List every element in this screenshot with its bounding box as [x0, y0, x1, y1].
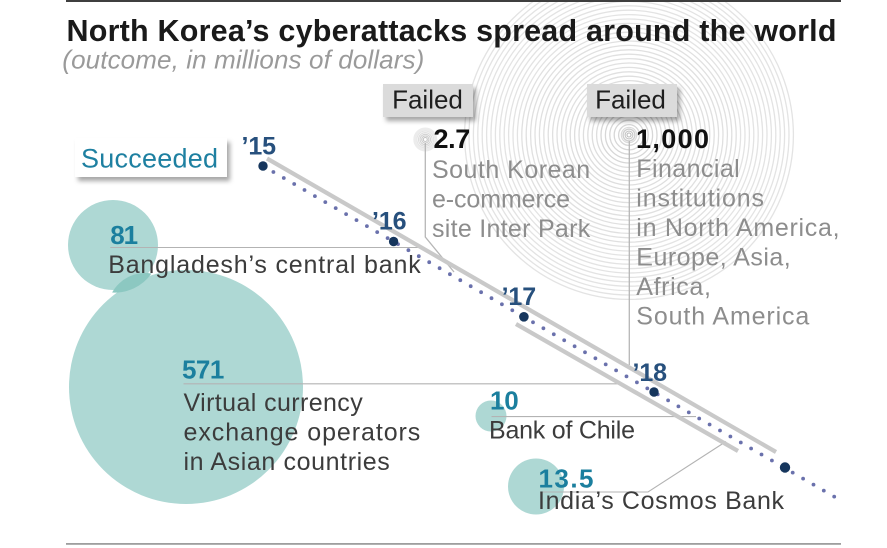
svg-text:(outcome, in millions of dolla: (outcome, in millions of dollars) [62, 45, 424, 75]
svg-text:e-commerce: e-commerce [432, 186, 570, 214]
svg-text:13.5: 13.5 [539, 464, 594, 494]
svg-text:exchange operators: exchange operators [184, 419, 421, 447]
svg-text:10: 10 [490, 385, 519, 415]
svg-text:Failed: Failed [595, 85, 666, 115]
svg-text:81: 81 [110, 220, 138, 250]
svg-text:2.7: 2.7 [434, 124, 471, 154]
svg-text:’15: ’15 [242, 133, 277, 161]
svg-text:Virtual currency: Virtual currency [184, 389, 364, 417]
svg-text:Succeeded: Succeeded [81, 143, 218, 173]
svg-text:Failed: Failed [392, 85, 463, 115]
svg-text:Africa,: Africa, [636, 273, 711, 301]
svg-text:South Korean: South Korean [432, 156, 590, 184]
svg-text:in North America,: in North America, [636, 214, 839, 242]
svg-text:Europe, Asia,: Europe, Asia, [636, 244, 790, 272]
svg-text:Bank of Chile: Bank of Chile [489, 417, 635, 445]
svg-text:Financial: Financial [636, 155, 739, 183]
svg-text:North Korea’s cyberattacks spr: North Korea’s cyberattacks spread around… [67, 14, 837, 48]
svg-text:South America: South America [636, 303, 809, 331]
svg-text:’17: ’17 [502, 283, 536, 311]
svg-text:site Inter Park: site Inter Park [432, 215, 591, 243]
svg-text:Bangladesh’s central bank: Bangladesh’s central bank [108, 251, 421, 279]
svg-text:’18: ’18 [633, 359, 668, 387]
svg-text:institutions: institutions [636, 185, 764, 213]
svg-text:1,000: 1,000 [636, 124, 709, 154]
svg-text:India’s Cosmos Bank: India’s Cosmos Bank [538, 487, 785, 515]
svg-text:571: 571 [182, 355, 224, 385]
svg-text:in Asian countries: in Asian countries [184, 448, 390, 476]
svg-text:’16: ’16 [372, 208, 407, 236]
